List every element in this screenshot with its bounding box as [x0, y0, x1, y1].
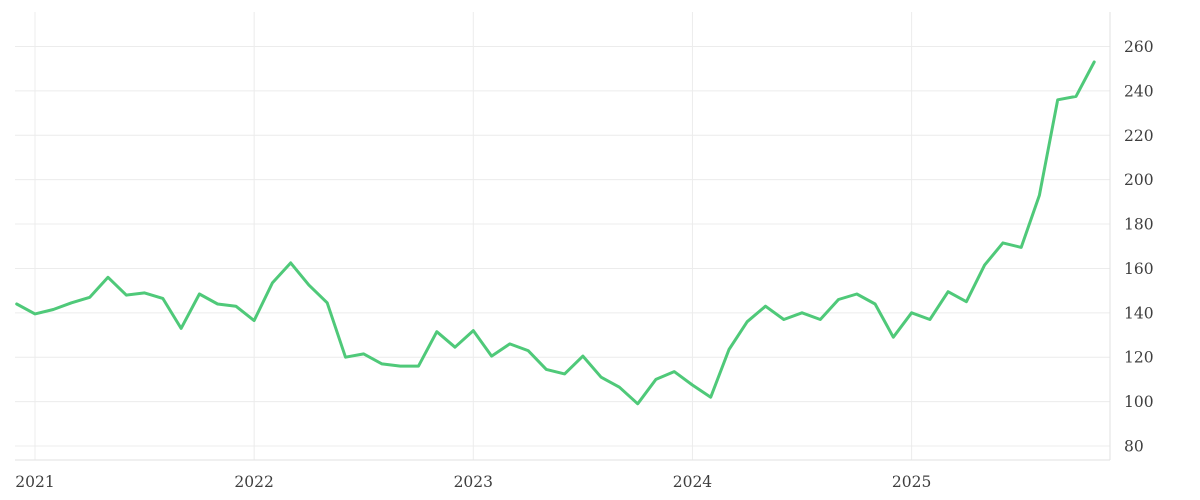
y-axis-tick-label: 200 — [1124, 171, 1154, 189]
x-axis-tick-label: 2023 — [454, 473, 493, 491]
y-axis-tick-label: 240 — [1124, 82, 1154, 100]
y-axis-tick-label: 100 — [1124, 393, 1154, 411]
x-axis-tick-label: 2021 — [15, 473, 54, 491]
x-axis-tick-label: 2022 — [234, 473, 273, 491]
y-axis-tick-label: 220 — [1124, 127, 1154, 145]
price-line-series — [15, 60, 1096, 406]
y-axis-tick-label: 180 — [1124, 216, 1154, 234]
x-axis-tick-label: 2025 — [892, 473, 931, 491]
y-axis-tick-label: 260 — [1124, 38, 1154, 56]
y-axis-tick-label: 160 — [1124, 260, 1154, 278]
x-axis-tick-label: 2024 — [673, 473, 713, 491]
y-axis-tick-label: 120 — [1124, 349, 1154, 367]
y-axis-tick-label: 140 — [1124, 304, 1154, 322]
y-axis-tick-label: 80 — [1124, 438, 1144, 456]
